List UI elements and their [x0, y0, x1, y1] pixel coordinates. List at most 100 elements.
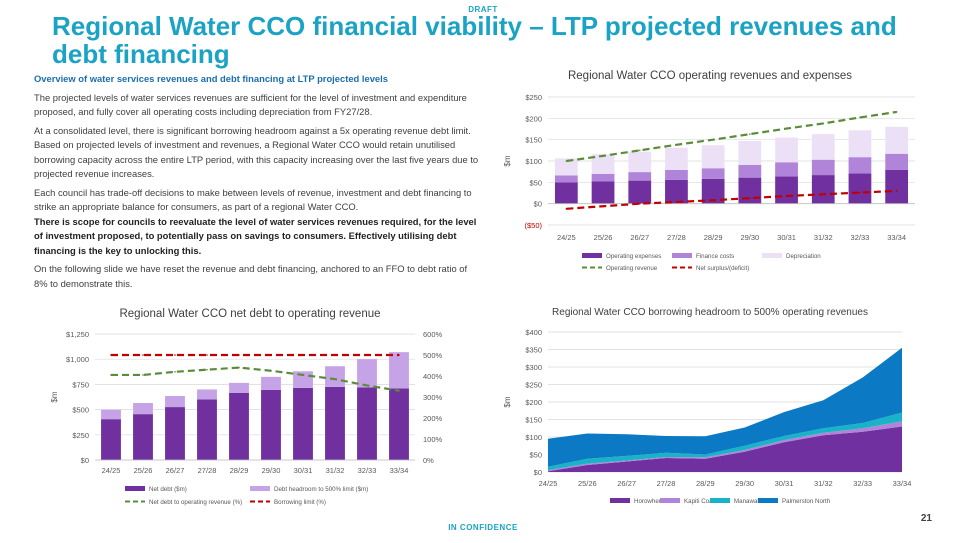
x-tick-label: 33/34: [390, 466, 409, 475]
x-tick-label: 25/26: [134, 466, 153, 475]
legend-swatch-manawatu: [710, 498, 730, 503]
point-net-surplus-deficit: [749, 197, 751, 199]
legend-label-debt-headroom-to-500-limit-m: Debt headroom to 500% limit ($m): [274, 486, 368, 493]
bar-net-debt-m: [325, 386, 345, 460]
y-tick-label: $500: [72, 406, 89, 415]
bar-operating-expenses: [628, 180, 652, 204]
y-axis-label: $m: [503, 396, 512, 407]
borrowing-headroom-chart: $0 $50 $100 $150 $200 $250 $300 $350 $400 $m 24/25…: [503, 328, 911, 505]
x-tick-label: 26/27: [166, 466, 185, 475]
point-borrowing-limit: [398, 354, 400, 356]
y-tick-label: $250: [525, 381, 542, 390]
paragraph-next-slide: On the following slide we have reset the…: [34, 263, 468, 289]
x-tick-label: 30/31: [294, 466, 313, 475]
point-net-debt-to-operating-revenue: [398, 389, 400, 392]
y2-tick-label: 200%: [423, 414, 443, 423]
legend-label-kapiti-coast: Kapiti Coast: [684, 498, 718, 505]
opex-chart-title: Regional Water CCO operating revenues an…: [567, 70, 853, 82]
point-operating-revenue: [749, 133, 751, 135]
point-net-debt-to-operating-revenue: [206, 368, 208, 371]
legend-label-net-debt-m: Net debt ($m): [149, 486, 187, 493]
point-net-debt-to-operating-revenue: [302, 374, 304, 376]
bar-operating-expenses: [738, 177, 762, 204]
bar-operating-expenses: [701, 178, 725, 204]
y-tick-label: $0: [534, 468, 542, 477]
legend-label-horowhenua: Horowhenua: [634, 498, 670, 505]
point-net-debt-to-operating-revenue: [334, 378, 336, 380]
legend-label-finance-costs: Finance costs: [696, 253, 734, 260]
y2-tick-label: 300%: [423, 393, 443, 402]
y-tick-label: $1,000: [66, 355, 89, 364]
x-tick-label: 29/30: [740, 233, 759, 242]
paragraph-revenues: The projected levels of water services r…: [34, 91, 467, 118]
bar-finance-costs: [885, 153, 909, 170]
area-manawatu: [548, 412, 902, 471]
bar-depreciation: [701, 145, 725, 169]
point-borrowing-limit: [174, 354, 176, 356]
bar-finance-costs: [738, 164, 762, 178]
legend-label-palmerston-north: Palmerston North: [782, 498, 831, 505]
y-tick-label: $250: [72, 431, 89, 440]
page-number: 21: [920, 513, 932, 524]
y-tick-label: $0: [81, 456, 89, 465]
bar-net-debt-m: [101, 419, 121, 460]
bar-operating-expenses: [591, 181, 615, 204]
bar-depreciation: [885, 126, 909, 154]
bar-depreciation: [848, 130, 872, 158]
x-tick-label: 28/29: [696, 479, 715, 488]
bar-net-debt-m: [229, 392, 249, 460]
y-tick-label: $50: [529, 178, 542, 187]
y-axis-label: $m: [50, 391, 59, 402]
legend-label-manawatu: Manawatu: [734, 498, 763, 505]
point-borrowing-limit: [334, 354, 336, 356]
point-borrowing-limit: [206, 354, 208, 356]
point-net-surplus-deficit: [638, 202, 641, 205]
bar-debt-headroom-to-500-limit-m: [325, 366, 345, 387]
y-tick-label: $50: [529, 451, 542, 460]
legend-swatch-net-debt-m: [125, 486, 145, 491]
bar-operating-expenses: [665, 179, 688, 204]
y-tick-label: $1,250: [66, 330, 89, 339]
point-net-debt-to-operating-revenue: [110, 374, 112, 376]
legend-label-depreciation: Depreciation: [786, 253, 821, 260]
overview-subheading: Overview of water services revenues and …: [34, 73, 388, 84]
bar-finance-costs: [811, 159, 835, 176]
bar-depreciation: [775, 137, 798, 163]
paragraph-headroom: At a consolidated level, there is signif…: [34, 124, 479, 180]
x-tick-label: 24/25: [557, 233, 576, 242]
point-borrowing-limit: [238, 354, 240, 356]
point-operating-revenue: [602, 155, 604, 157]
page-title: Regional Water CCO financial viability –…: [52, 11, 897, 69]
point-operating-revenue: [859, 116, 861, 119]
bar-net-debt-m: [389, 388, 409, 460]
bar-finance-costs: [775, 162, 798, 177]
x-tick-label: 30/31: [775, 479, 794, 488]
point-net-debt-to-operating-revenue: [142, 374, 144, 376]
bar-net-debt-m: [197, 399, 217, 460]
legend-swatch-finance-costs: [672, 253, 692, 258]
y-tick-label: ($50): [524, 221, 542, 230]
legend-label-net-surplus-deficit: Net surplus/(deficit): [696, 265, 749, 272]
point-net-debt-to-operating-revenue: [174, 371, 176, 373]
point-net-surplus-deficit: [675, 201, 678, 203]
x-tick-label: 30/31: [777, 233, 796, 242]
bar-finance-costs: [628, 172, 652, 181]
bar-finance-costs: [848, 157, 872, 174]
point-borrowing-limit: [110, 354, 112, 356]
point-net-surplus-deficit: [895, 190, 898, 192]
x-tick-label: 31/32: [814, 479, 833, 488]
confidentiality-label: IN CONFIDENCE: [448, 523, 518, 532]
y-tick-label: $350: [525, 346, 542, 355]
x-tick-label: 26/27: [630, 233, 649, 242]
y-tick-label: $200: [525, 114, 542, 123]
draft-label: DRAFT: [468, 5, 498, 14]
bar-operating-expenses: [811, 175, 835, 204]
y-tick-label: $400: [525, 328, 542, 337]
y2-tick-label: 600%: [423, 330, 443, 339]
y-tick-label: $300: [525, 363, 542, 372]
bar-debt-headroom-to-500-limit-m: [389, 352, 409, 389]
y-tick-label: $750: [72, 380, 89, 389]
bar-net-debt-m: [133, 414, 153, 460]
y-tick-label: $0: [534, 200, 542, 209]
point-net-surplus-deficit: [565, 207, 568, 210]
